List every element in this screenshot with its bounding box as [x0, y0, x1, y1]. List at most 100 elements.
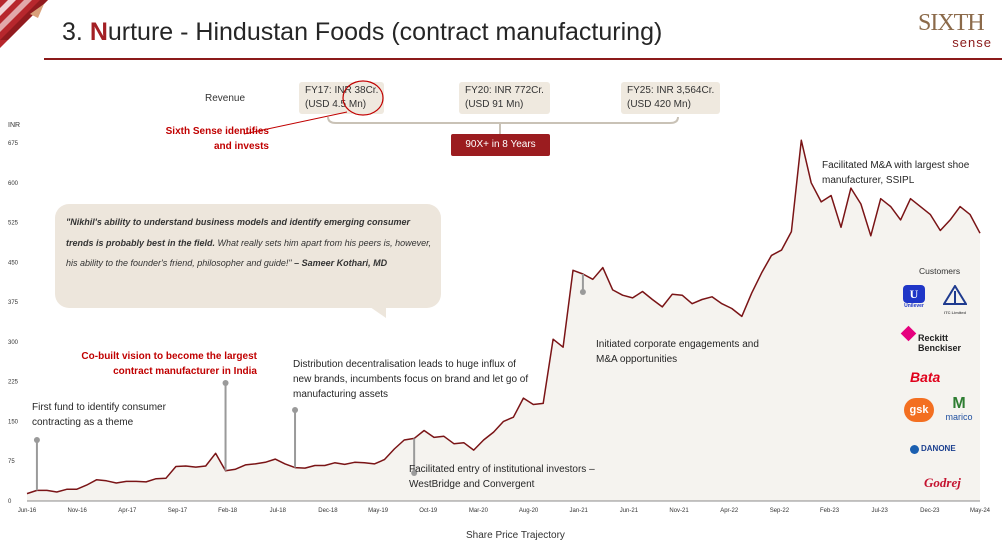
x-tick-label: Dec-18 — [318, 508, 338, 514]
y-tick-label: 225 — [8, 380, 19, 386]
price-area-fill — [27, 140, 980, 502]
annotation-institutional-line1: Facilitated entry of institutional inves… — [409, 464, 595, 475]
x-tick-label: Jul-23 — [872, 508, 889, 514]
x-tick-label: Nov-16 — [67, 508, 87, 514]
title-underline — [44, 58, 1002, 60]
danone-icon — [910, 445, 919, 454]
x-tick-label: May-24 — [970, 508, 991, 514]
danone-label: DANONE — [921, 444, 956, 453]
annotation-institutional-line2: WestBridge and Convergent — [409, 479, 535, 490]
y-tick-label: 675 — [8, 141, 19, 147]
marico-icon: M — [952, 395, 966, 412]
unilever-label: Unilever — [904, 303, 924, 309]
pin-corporate-dot — [579, 289, 586, 295]
x-tick-label: Apr-22 — [720, 508, 739, 514]
unilever-icon: U — [903, 285, 925, 303]
pin-first-fund-dot — [33, 437, 40, 443]
x-tick-label: Sep-17 — [168, 508, 188, 514]
page-title: 3. Nurture - Hindustan Foods (contract m… — [62, 18, 662, 47]
brand-name-top: SIXTH — [918, 10, 985, 36]
x-tick-label: Oct-19 — [419, 508, 438, 514]
x-tick-label: Apr-17 — [118, 508, 137, 514]
annotation-cobuilt-line2: contract manufacturer in India — [113, 366, 257, 377]
revenue-fy20-line1: FY20: INR 772Cr. — [465, 85, 544, 96]
brand-name-bottom: sense — [952, 35, 992, 50]
reckitt-label-line1: Reckitt — [918, 333, 949, 343]
x-tick-label: Aug-20 — [519, 508, 539, 514]
x-tick-label: Sep-22 — [770, 508, 790, 514]
sixth-sense-logo: SIXTH sense — [918, 10, 992, 56]
y-axis-unit: INR — [8, 122, 20, 129]
revenue-fy17-line2: (USD 4.5 Mn) — [305, 99, 367, 110]
y-tick-label: 150 — [8, 419, 19, 425]
corner-pattern-icon — [0, 0, 48, 48]
itc-logo: ITC Limited — [940, 284, 970, 315]
quote-author: – Sameer Kothari, MD — [291, 258, 388, 268]
pin-distribution-dot — [292, 407, 299, 413]
revenue-fy25-line2: (USD 420 Mn) — [627, 99, 691, 110]
revenue-fy25: FY25: INR 3,564Cr. (USD 420 Mn) — [621, 82, 721, 114]
annotation-institutional: Facilitated entry of institutional inves… — [409, 462, 595, 492]
bata-logo: Bata — [910, 369, 941, 385]
marico-label: marico — [945, 412, 973, 422]
pin-cobuilt-dot — [222, 380, 229, 386]
annotation-ssipl-line1: Facilitated M&A with largest shoe — [822, 160, 970, 171]
annotation-corporate: Initiated corporate engagements and M&A … — [596, 337, 759, 367]
x-tick-label: Feb-18 — [218, 508, 238, 514]
y-tick-label: 450 — [8, 260, 19, 266]
reckitt-label: Reckitt Benckiser — [918, 333, 961, 353]
itc-icon — [942, 284, 968, 305]
x-tick-label: Feb-23 — [820, 508, 840, 514]
revenue-fy20-line2: (USD 91 Mn) — [465, 99, 524, 110]
growth-badge: 90X+ in 8 Years — [451, 134, 550, 156]
annotation-ssipl-line2: manufacturer, SSIPL — [822, 175, 915, 186]
x-tick-label: Nov-21 — [669, 508, 689, 514]
annotation-distribution-line1: Distribution decentralisation leads to h… — [293, 359, 516, 370]
revenue-fy17-line1: FY17: INR 38Cr. — [305, 85, 379, 96]
title-rest: urture - Hindustan Foods (contract manuf… — [107, 18, 663, 46]
price-line — [26, 139, 981, 495]
x-tick-label: Jul-18 — [270, 508, 287, 514]
quote-bold: "Nikhil's ability to understand business… — [66, 217, 410, 248]
annotation-cobuilt-line1: Co-built vision to become the largest — [81, 351, 257, 362]
itc-label: ITC Limited — [944, 310, 966, 315]
x-tick-label: Jun-21 — [620, 508, 639, 514]
annotation-distribution-line3: manufacturing assets — [293, 389, 389, 400]
x-tick-label: Jun-16 — [18, 508, 37, 514]
x-tick-label: Jan-21 — [570, 508, 589, 514]
y-tick-label: 0 — [8, 499, 12, 505]
title-highlight: N — [89, 18, 108, 46]
annotation-cobuilt: Co-built vision to become the largest co… — [45, 349, 257, 379]
unilever-logo: U Unilever — [900, 285, 928, 309]
annotation-first-fund-line1: First fund to identify consumer — [32, 402, 166, 413]
pin-institutional-dot — [411, 470, 418, 476]
invest-note: Sixth Sense identifies and invests — [142, 124, 269, 154]
quote-box — [55, 204, 441, 308]
x-tick-label: Dec-23 — [920, 508, 940, 514]
gsk-logo: gsk — [904, 398, 934, 422]
annotation-corporate-line2: M&A opportunities — [596, 354, 678, 365]
title-number: 3. — [62, 18, 83, 46]
annotation-first-fund-line2: contracting as a theme — [32, 417, 134, 428]
reckitt-label-line2: Benckiser — [918, 343, 962, 353]
y-tick-label: 525 — [8, 221, 19, 227]
quote-normal: What really sets him apart from his peer… — [66, 237, 432, 269]
x-tick-label: May-19 — [368, 508, 389, 514]
annotation-first-fund: First fund to identify consumer contract… — [32, 400, 166, 430]
annotation-corporate-line1: Initiated corporate engagements and — [596, 339, 759, 350]
annotation-distribution-line2: new brands, incumbents focus on brand an… — [293, 374, 529, 385]
y-tick-label: 300 — [8, 340, 19, 346]
revenue-label: Revenue — [205, 93, 246, 104]
revenue-fy25-line1: FY25: INR 3,564Cr. — [627, 85, 715, 96]
y-tick-label: 375 — [8, 300, 19, 306]
customers-label: Customers — [919, 266, 961, 276]
y-tick-label: 600 — [8, 181, 19, 187]
annotation-ssipl: Facilitated M&A with largest shoe manufa… — [822, 158, 969, 188]
x-axis-title: Share Price Trajectory — [466, 530, 565, 541]
annotation-distribution: Distribution decentralisation leads to h… — [293, 357, 528, 402]
godrej-logo: Godrej — [924, 475, 961, 490]
invest-note-line1: Sixth Sense identifies — [165, 126, 269, 137]
y-tick-label: 75 — [8, 459, 15, 465]
x-tick-label: Mar-20 — [469, 508, 489, 514]
